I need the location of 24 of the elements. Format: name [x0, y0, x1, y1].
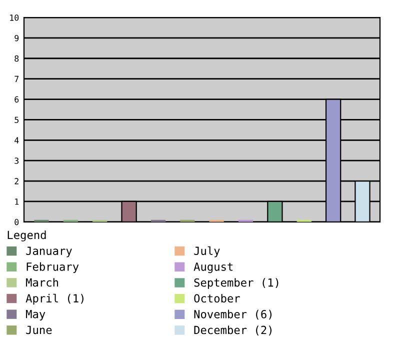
legend-label: October [194, 294, 240, 303]
y-tick-label: 5 [14, 116, 18, 124]
legend-label: August [194, 262, 233, 274]
legend-label: July [194, 246, 220, 258]
y-tick-label: 9 [14, 34, 19, 42]
legend-label: April (1) [26, 294, 84, 305]
y-tick-label: 10 [10, 14, 19, 21]
y-tick-label: 1 [15, 198, 19, 205]
legend-label: November (6) [194, 310, 272, 320]
y-tick-label: 7 [14, 76, 19, 82]
y-tick-label: 2 [14, 178, 18, 184]
legend-label: May [26, 310, 46, 320]
y-tick-label: 0 [14, 218, 19, 226]
legend-label: June [26, 326, 52, 334]
y-tick-label: 4 [14, 137, 19, 144]
legend-title: Legend [8, 230, 46, 242]
y-tick-label: 3 [14, 158, 19, 164]
legend-label: March [26, 278, 58, 287]
y-tick-label: 8 [14, 55, 19, 62]
legend-label: December (2) [194, 326, 272, 336]
y-tick-label: 6 [14, 96, 19, 103]
legend-label: January [26, 246, 72, 258]
legend-label: February [26, 262, 79, 274]
legend-label: September (1) [194, 278, 278, 289]
